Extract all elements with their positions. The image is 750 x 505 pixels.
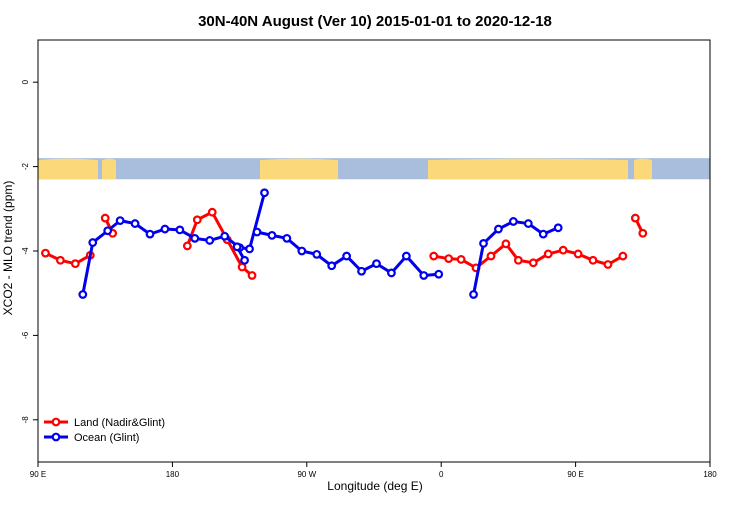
- data-point: [232, 242, 242, 252]
- data-point: [175, 225, 185, 235]
- data-point: [538, 229, 548, 239]
- data-point: [41, 248, 50, 258]
- data-point: [237, 262, 247, 272]
- y-axis-label: XCO2 - MLO trend (ppm): [1, 181, 15, 316]
- data-point: [543, 249, 553, 259]
- data-point: [501, 239, 511, 249]
- data-point: [312, 249, 322, 259]
- data-point: [88, 238, 98, 247]
- data-point: [245, 244, 254, 254]
- data-point: [444, 254, 454, 263]
- data-point: [469, 290, 478, 299]
- legend-entry-label: Land (Nadir&Glint): [74, 417, 165, 429]
- chart-title: 30N-40N August (Ver 10) 2015-01-01 to 20…: [198, 13, 552, 30]
- data-point: [240, 255, 249, 265]
- x-tick-label: 180: [166, 470, 180, 479]
- data-point: [70, 259, 80, 269]
- data-point: [513, 255, 523, 265]
- data-point: [479, 239, 488, 248]
- data-point: [603, 260, 613, 269]
- data-point: [78, 290, 88, 299]
- legend-marker: [51, 432, 61, 442]
- data-point: [401, 251, 411, 261]
- asia-landmass: [38, 158, 98, 180]
- data-point: [260, 188, 269, 198]
- data-point: [297, 246, 307, 256]
- data-point: [327, 261, 337, 271]
- japan-landmass: [102, 158, 116, 180]
- data-point: [429, 251, 439, 261]
- data-point: [456, 255, 466, 264]
- data-point: [588, 255, 598, 265]
- data-point: [205, 236, 215, 245]
- legend-marker: [51, 417, 61, 427]
- x-tick-label: 90 E: [30, 470, 46, 479]
- y-tick-label: -2: [21, 162, 30, 170]
- data-point: [638, 228, 648, 238]
- data-point: [573, 249, 583, 259]
- x-tick-label: 90 E: [567, 470, 583, 479]
- data-point: [494, 224, 503, 234]
- data-point: [130, 219, 140, 228]
- x-axis-label: Longitude (deg E): [327, 479, 422, 493]
- data-point: [357, 266, 366, 276]
- data-point: [207, 207, 217, 217]
- data-point: [182, 241, 192, 251]
- data-point: [528, 258, 538, 268]
- data-point: [145, 229, 155, 239]
- data-point: [342, 251, 352, 261]
- data-point: [372, 259, 381, 269]
- legend-entry-label: Ocean (Glint): [74, 432, 139, 444]
- data-point: [387, 268, 396, 278]
- data-point: [220, 231, 230, 241]
- data-point: [267, 230, 277, 240]
- y-tick-label: -6: [21, 331, 30, 339]
- north-america-landmass: [260, 158, 338, 180]
- data-point: [252, 227, 262, 237]
- data-point: [523, 219, 533, 228]
- data-point: [56, 255, 65, 265]
- data-point: [630, 213, 640, 223]
- data-point: [103, 226, 113, 236]
- x-tick-label: 0: [439, 470, 444, 479]
- y-tick-label: 0: [21, 79, 30, 84]
- data-point: [282, 233, 292, 243]
- y-tick-label: -4: [21, 247, 30, 255]
- data-point: [115, 216, 125, 226]
- plot-frame: [37, 39, 711, 463]
- data-point: [419, 271, 429, 280]
- data-point: [618, 251, 628, 261]
- data-point: [192, 215, 202, 225]
- data-point: [508, 217, 518, 226]
- x-tick-label: 180: [703, 470, 717, 479]
- series-line: [44, 251, 92, 266]
- data-point: [558, 245, 568, 255]
- east-asia-coast-landmass: [634, 158, 652, 180]
- data-point: [434, 269, 444, 279]
- data-point: [100, 213, 110, 223]
- x-tick-label: 90 W: [297, 470, 316, 479]
- data-point: [486, 251, 496, 261]
- data-point: [553, 223, 563, 233]
- y-tick-label: -8: [21, 416, 30, 424]
- data-point: [160, 224, 170, 234]
- data-point: [190, 233, 200, 243]
- data-point: [247, 271, 257, 280]
- europe-africa-asia-landmass: [428, 158, 628, 180]
